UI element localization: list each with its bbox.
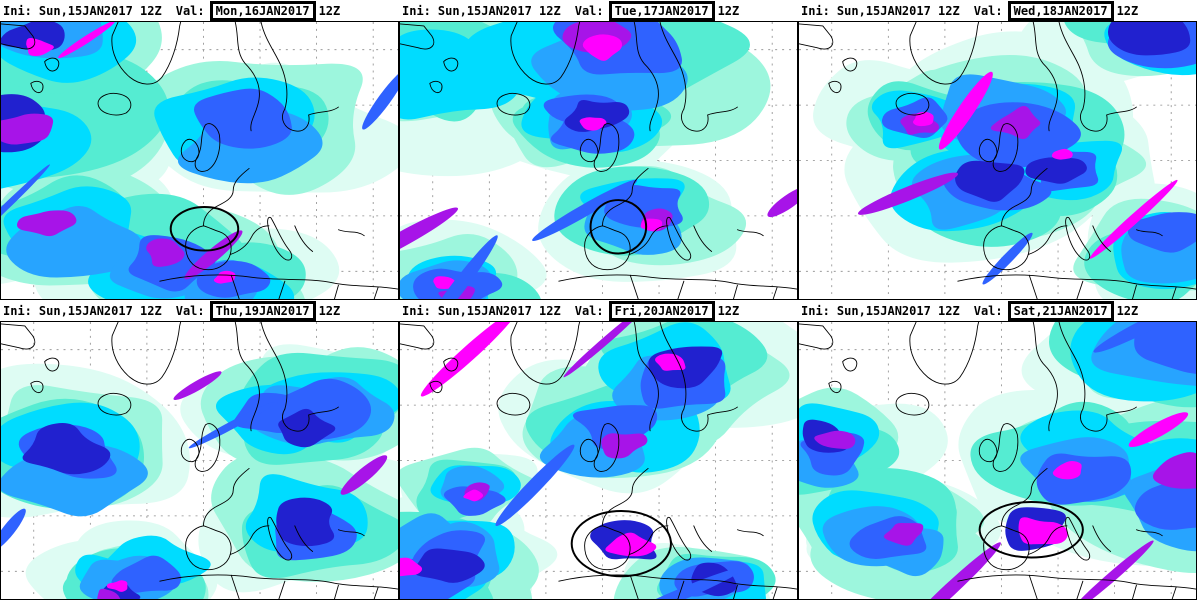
- init-time: Sun,15JAN2017 12Z: [437, 303, 561, 318]
- init-label: Ini:: [801, 3, 830, 18]
- forecast-map: [1, 22, 398, 299]
- forecast-panel: Ini: Sun,15JAN2017 12Z Val: Tue,17JAN201…: [399, 0, 798, 300]
- forecast-panel: Ini: Sun,15JAN2017 12Z Val: Thu,19JAN201…: [0, 300, 399, 600]
- panel-header: Ini: Sun,15JAN2017 12Z Val: Sat,21JAN201…: [798, 300, 1197, 321]
- init-label: Ini:: [3, 3, 32, 18]
- init-time: Sun,15JAN2017 12Z: [836, 303, 960, 318]
- valid-date-box: Fri,20JAN2017: [608, 300, 715, 321]
- forecast-panel: Ini: Sun,15JAN2017 12Z Val: Sat,21JAN201…: [798, 300, 1197, 600]
- map-frame: [399, 21, 798, 300]
- forecast-map: [799, 22, 1196, 299]
- valid-suffix: 12Z: [717, 3, 740, 18]
- highlight-ellipse: [978, 501, 1084, 559]
- valid-date-box: Mon,16JAN2017: [209, 0, 316, 21]
- highlight-ellipse: [570, 509, 672, 578]
- panel-header: Ini: Sun,15JAN2017 12Z Val: Wed,18JAN201…: [798, 0, 1197, 21]
- map-frame: [399, 321, 798, 600]
- valid-date-box: Tue,17JAN2017: [608, 0, 715, 21]
- forecast-map: [799, 322, 1196, 599]
- valid-label: Val:: [973, 3, 1003, 18]
- valid-label: Val:: [574, 303, 604, 318]
- init-label: Ini:: [402, 303, 431, 318]
- init-time: Sun,15JAN2017 12Z: [836, 3, 960, 18]
- panel-header: Ini: Sun,15JAN2017 12Z Val: Tue,17JAN201…: [399, 0, 798, 21]
- valid-suffix: 12Z: [717, 303, 740, 318]
- init-label: Ini:: [801, 303, 830, 318]
- forecast-panel: Ini: Sun,15JAN2017 12Z Val: Fri,20JAN201…: [399, 300, 798, 600]
- valid-date-box: Wed,18JAN2017: [1007, 0, 1114, 21]
- panel-header: Ini: Sun,15JAN2017 12Z Val: Fri,20JAN201…: [399, 300, 798, 321]
- panel-header: Ini: Sun,15JAN2017 12Z Val: Mon,16JAN201…: [0, 0, 399, 21]
- valid-suffix: 12Z: [1116, 3, 1139, 18]
- map-frame: [798, 321, 1197, 600]
- forecast-map: [400, 22, 797, 299]
- valid-date-box: Sat,21JAN2017: [1007, 300, 1114, 321]
- forecast-map: [400, 322, 797, 599]
- map-frame: [0, 321, 399, 600]
- highlight-ellipse: [169, 206, 240, 252]
- init-label: Ini:: [402, 3, 431, 18]
- valid-label: Val:: [574, 3, 604, 18]
- valid-label: Val:: [175, 303, 205, 318]
- valid-suffix: 12Z: [318, 3, 341, 18]
- valid-suffix: 12Z: [318, 303, 341, 318]
- forecast-panel: Ini: Sun,15JAN2017 12Z Val: Wed,18JAN201…: [798, 0, 1197, 300]
- forecast-map: [1, 322, 398, 599]
- init-label: Ini:: [3, 303, 32, 318]
- panel-header: Ini: Sun,15JAN2017 12Z Val: Thu,19JAN201…: [0, 300, 399, 321]
- init-time: Sun,15JAN2017 12Z: [437, 3, 561, 18]
- init-time: Sun,15JAN2017 12Z: [38, 303, 162, 318]
- valid-suffix: 12Z: [1116, 303, 1139, 318]
- init-time: Sun,15JAN2017 12Z: [38, 3, 162, 18]
- forecast-panel: Ini: Sun,15JAN2017 12Z Val: Mon,16JAN201…: [0, 0, 399, 300]
- map-frame: [0, 21, 399, 300]
- valid-date-box: Thu,19JAN2017: [209, 300, 316, 321]
- highlight-ellipse: [589, 199, 648, 255]
- valid-label: Val:: [175, 3, 205, 18]
- valid-label: Val:: [973, 303, 1003, 318]
- map-frame: [798, 21, 1197, 300]
